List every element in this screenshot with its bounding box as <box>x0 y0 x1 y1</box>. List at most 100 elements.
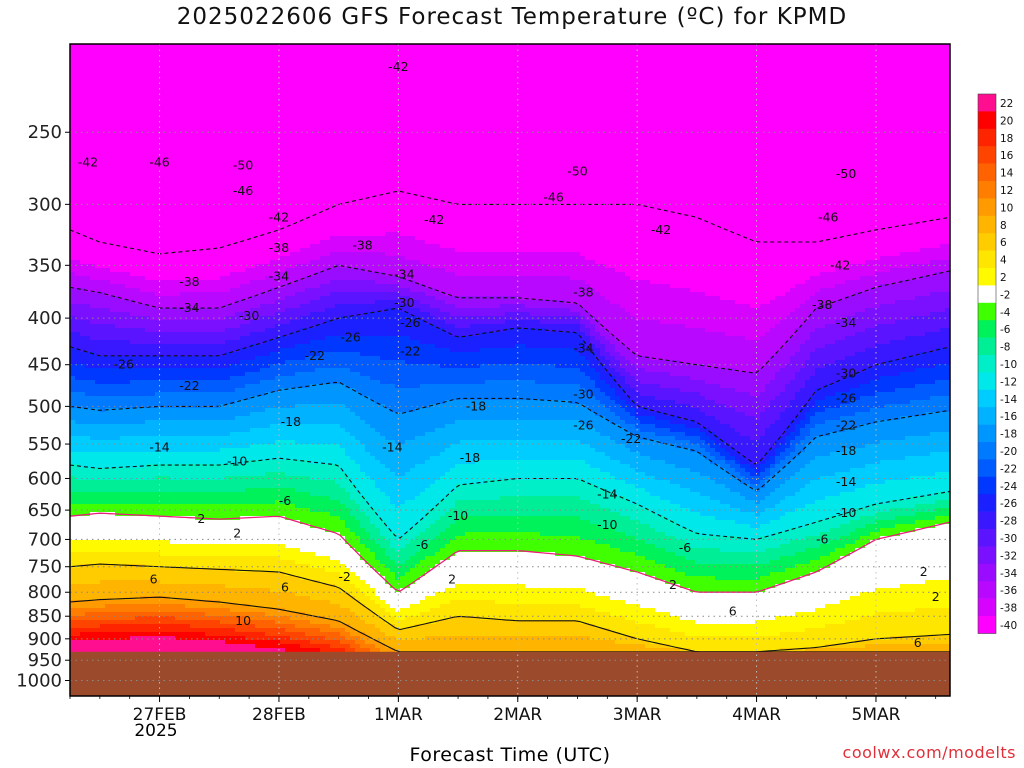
temperature-band-cell <box>395 336 401 361</box>
temperature-band-cell <box>840 300 846 321</box>
temperature-band-cell <box>205 492 211 505</box>
temperature-band-cell <box>595 388 601 401</box>
temperature-band-cell <box>165 556 171 569</box>
temperature-band-cell <box>70 608 76 617</box>
temperature-band-cell <box>540 480 546 497</box>
temperature-band-cell <box>490 380 496 401</box>
temperature-band-cell <box>235 504 241 521</box>
temperature-band-cell <box>385 440 391 469</box>
temperature-band-cell <box>815 292 821 309</box>
temperature-band-cell <box>335 532 341 561</box>
temperature-band-cell <box>520 304 526 313</box>
temperature-band-cell <box>130 540 136 553</box>
temperature-band-cell <box>465 368 471 385</box>
temperature-band-cell <box>225 436 231 449</box>
temperature-band-cell <box>180 624 186 633</box>
temperature-band-cell <box>195 452 201 465</box>
temperature-band-cell <box>330 292 336 309</box>
temperature-band-cell <box>85 552 91 565</box>
temperature-band-cell <box>390 624 396 637</box>
temperature-band-cell <box>385 336 391 361</box>
temperature-band-cell <box>490 480 496 501</box>
temperature-band-cell <box>390 44 396 233</box>
temperature-band-cell <box>165 368 171 381</box>
temperature-band-cell <box>670 388 676 401</box>
temperature-band-cell <box>280 636 286 645</box>
temperature-band-cell <box>725 536 731 553</box>
temperature-band-cell <box>90 424 96 441</box>
temperature-band-cell <box>285 644 291 653</box>
temperature-band-cell <box>300 620 306 629</box>
temperature-band-cell <box>595 524 601 545</box>
temperature-band-cell <box>75 392 81 409</box>
temperature-band-cell <box>730 300 736 337</box>
temperature-band-cell <box>590 484 596 505</box>
temperature-band-cell <box>165 296 171 309</box>
temperature-band-cell <box>450 304 456 317</box>
temperature-band-cell <box>105 440 111 453</box>
temperature-band-cell <box>260 488 266 505</box>
temperature-band-cell <box>240 348 246 361</box>
temperature-band-cell <box>260 264 266 281</box>
temperature-band-cell <box>785 464 791 481</box>
temperature-band-cell <box>455 616 461 637</box>
temperature-band-cell <box>180 356 186 369</box>
temperature-band-cell <box>825 344 831 365</box>
temperature-band-cell <box>475 400 481 421</box>
temperature-band-cell <box>480 532 486 553</box>
temperature-band-cell <box>425 288 431 297</box>
temperature-band-cell <box>400 608 406 621</box>
temperature-band-cell <box>450 636 456 653</box>
temperature-band-cell <box>105 368 111 385</box>
temperature-band-cell <box>395 508 401 541</box>
temperature-band-cell <box>210 368 216 381</box>
temperature-band-cell <box>345 476 351 493</box>
temperature-band-cell <box>765 44 771 305</box>
temperature-band-cell <box>580 388 586 405</box>
temperature-band-cell <box>200 420 206 437</box>
temperature-band-cell <box>105 580 111 601</box>
temperature-band-cell <box>750 636 756 653</box>
temperature-band-cell <box>560 460 566 481</box>
temperature-band-cell <box>560 324 566 333</box>
temperature-band-cell <box>445 544 451 561</box>
temperature-band-cell <box>130 632 136 637</box>
temperature-band-cell <box>820 44 826 273</box>
temperature-band-cell <box>95 632 101 641</box>
temperature-band-cell <box>335 424 341 445</box>
temperature-band-cell <box>395 284 401 293</box>
temperature-band-cell <box>725 636 731 653</box>
temperature-band-cell <box>350 584 356 597</box>
temperature-band-cell <box>575 620 581 637</box>
temperature-band-cell <box>360 292 366 305</box>
temperature-band-cell <box>330 584 336 605</box>
temperature-band-cell <box>470 296 476 309</box>
temperature-band-cell <box>555 300 561 309</box>
temperature-band-cell <box>770 560 776 573</box>
temperature-band-cell <box>220 480 226 493</box>
temperature-band-cell <box>755 308 761 341</box>
temperature-band-cell <box>610 356 616 369</box>
temperature-band-cell <box>755 420 761 441</box>
temperature-band-cell <box>115 368 121 385</box>
temperature-band-cell <box>275 312 281 325</box>
temperature-band-cell <box>445 312 451 325</box>
temperature-band-cell <box>790 44 796 289</box>
temperature-band-cell <box>830 396 836 409</box>
temperature-band-cell <box>75 380 81 393</box>
temperature-band-cell <box>110 468 116 481</box>
temperature-band-cell <box>85 320 91 337</box>
temperature-band-cell <box>460 500 466 517</box>
temperature-band-cell <box>715 464 721 485</box>
temperature-band-cell <box>655 440 661 461</box>
temperature-band-cell <box>745 512 751 525</box>
temperature-band-cell <box>505 364 511 381</box>
temperature-band-cell <box>705 624 711 637</box>
temperature-band-cell <box>515 296 521 305</box>
temperature-band-cell <box>130 300 136 317</box>
temperature-band-cell <box>730 460 736 469</box>
temperature-band-cell <box>480 500 486 517</box>
temperature-band-cell <box>315 260 321 273</box>
temperature-band-cell <box>435 384 441 405</box>
temperature-band-cell <box>160 368 166 381</box>
